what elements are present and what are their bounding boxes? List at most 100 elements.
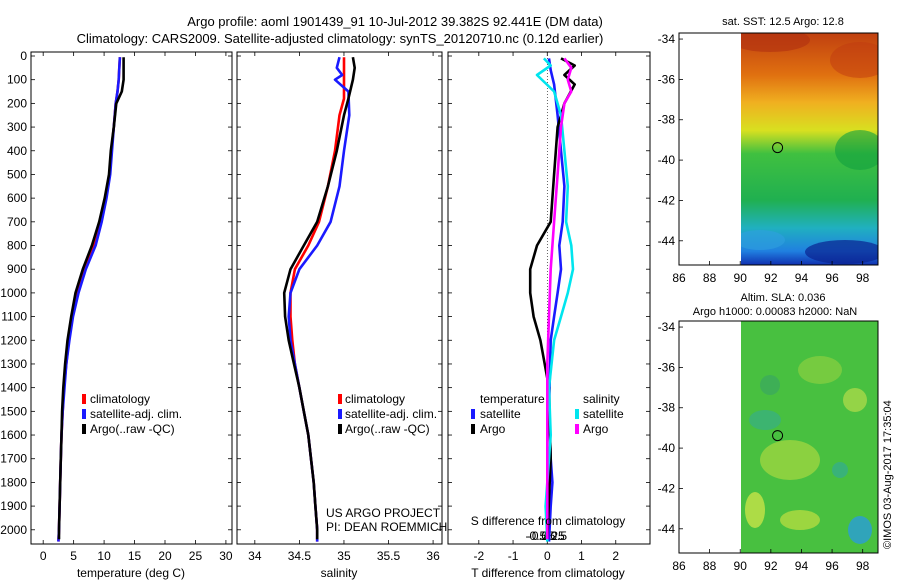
sst-warm-patch [741, 33, 810, 52]
sla-low-patch [848, 516, 872, 544]
map-x-tick-label: 86 [672, 271, 686, 285]
sla-high-patch [745, 492, 765, 528]
x-tick-label: 2 [612, 549, 619, 563]
map-x-tick-label: 96 [825, 271, 839, 285]
argo-location-marker [772, 142, 784, 154]
map-y-tick-label: -36 [658, 72, 676, 86]
legend-swatch-climatology [338, 394, 342, 404]
map-y-tick-label: -40 [658, 153, 676, 167]
salinity-legend: climatology satellite-adj. clim. Argo(..… [326, 392, 447, 534]
legend-swatch-argo [338, 424, 342, 434]
x-tick-label: 1 [578, 549, 585, 563]
temperature-panel-frame [30, 51, 233, 545]
depth-tick-label: 1800 [0, 475, 27, 489]
x-tick-label: 25 [189, 549, 203, 563]
legend-label-argo: Argo(..raw -QC) [345, 422, 430, 436]
depth-tick-label: 1400 [0, 381, 27, 395]
sst-cold-patch [805, 240, 878, 264]
x-tick-label: 0 [40, 549, 47, 563]
series-line-satellite-adj-clim- [57, 57, 122, 542]
sst-cool-patch [835, 130, 878, 170]
sla-high-patch [843, 388, 867, 412]
x-tick-label: 34.5 [288, 549, 312, 563]
map-y-tick-label: -42 [658, 193, 676, 207]
sla-low-patch [832, 462, 848, 478]
imos-credit: ©IMOS 03-Aug-2017 17:35:04 [882, 400, 894, 549]
salinity-panel-frame [236, 51, 443, 545]
map-x-tick-label: 86 [672, 559, 686, 573]
x-tick-label: 36 [426, 549, 440, 563]
x-tick-label: 35 [337, 549, 351, 563]
sst-heatmap [741, 33, 878, 265]
project-annotation: US ARGO PROJECT [326, 506, 441, 520]
depth-tick-label: 900 [7, 262, 27, 276]
sla-map-axes: 86 88 90 92 94 96 98 -34 -36 -38 -40 -42 -44 [658, 320, 870, 573]
map-y-tick-label: -34 [658, 320, 676, 334]
sla-map-title-line2: Argo h1000: 0.00083 h2000: NaN [693, 306, 858, 318]
legend-swatch-satellite [338, 409, 342, 419]
sla-low-patch [760, 375, 780, 395]
x-tick-label: 30 [219, 549, 233, 563]
map-y-tick-label: -42 [658, 481, 676, 495]
sla-map-frame [678, 320, 879, 554]
temperature-legend: climatology satellite-adj. clim. Argo(..… [82, 392, 182, 436]
figure-title-line1: Argo profile: aoml 1901439_91 10-Jul-201… [187, 14, 603, 29]
legend-label-t-argo: Argo [480, 422, 506, 436]
map-x-tick-label: 94 [795, 271, 809, 285]
depth-tick-label: 1200 [0, 333, 27, 347]
legend-swatch-t-argo [471, 424, 475, 434]
temperature-lines [57, 57, 125, 542]
map-y-tick-label: -44 [658, 522, 676, 536]
depth-tick-label: 800 [7, 239, 27, 253]
x-tick-label: 20 [158, 549, 172, 563]
difference-top-xlabel: S difference from climatology [471, 514, 626, 528]
legend-title-temperature: temperature [480, 392, 545, 406]
depth-tick-label: 1300 [0, 357, 27, 371]
series-line-climatology [289, 57, 346, 542]
sla-high-patch [780, 510, 820, 530]
map-x-tick-label: 98 [856, 559, 870, 573]
depth-tick-label: 1500 [0, 404, 27, 418]
salinity-xlabel: salinity [321, 566, 358, 580]
temperature-xlabel: temperature (deg C) [77, 566, 185, 580]
depth-tick-label: 400 [7, 144, 27, 158]
depth-tick-label: 300 [7, 120, 27, 134]
sla-high-patch [798, 356, 842, 384]
difference-lines [528, 57, 577, 542]
map-x-tick-label: 96 [825, 559, 839, 573]
legend-label-s-argo: Argo [583, 422, 609, 436]
pi-annotation: PI: DEAN ROEMMICH [326, 520, 447, 534]
x-tick-label: 15 [128, 549, 142, 563]
sla-high-patch [760, 440, 820, 480]
depth-axis: 0 100 200 300 400 500 600 700 800 900 1000 1100 1200… [0, 49, 27, 537]
map-x-tick-label: 94 [795, 559, 809, 573]
map-x-tick-label: 90 [734, 559, 748, 573]
depth-tick-label: 1900 [0, 499, 27, 513]
depth-tick-label: 1100 [1, 310, 27, 324]
x-tick-label: -2 [473, 549, 484, 563]
legend-label-argo: Argo(..raw -QC) [90, 422, 175, 436]
legend-label-s-satellite: satellite [583, 407, 624, 421]
depth-tick-label: 0 [20, 49, 27, 63]
legend-swatch-s-argo [575, 424, 579, 434]
map-x-tick-label: 88 [703, 271, 717, 285]
legend-label-satellite: satellite-adj. clim. [345, 407, 437, 421]
map-x-tick-label: 92 [764, 559, 778, 573]
legend-label-climatology: climatology [345, 392, 405, 406]
map-y-tick-label: -38 [658, 401, 676, 415]
x-tick-label: 35.5 [377, 549, 401, 563]
top-x-tick-label: 0.5 [550, 529, 567, 543]
sst-map-axes: 86 88 90 92 94 96 98 -34 -36 -38 -40 -42 -44 [658, 32, 870, 285]
difference-legend: temperature salinity satellite Argo sate… [471, 392, 624, 436]
x-tick-label: 10 [97, 549, 111, 563]
series-line-salinity-satellite [535, 57, 575, 542]
map-y-tick-label: -34 [658, 32, 676, 46]
difference-panel-frame [447, 51, 651, 545]
map-x-tick-label: 92 [764, 271, 778, 285]
x-tick-label: 5 [70, 549, 77, 563]
temperature-axis: 0 5 10 15 20 25 30 [31, 52, 233, 563]
sst-map-title: sat. SST: 12.5 Argo: 12.8 [722, 16, 844, 28]
figure-title-line2: Climatology: CARS2009. Satellite-adjuste… [77, 31, 604, 46]
depth-tick-label: 1600 [0, 428, 27, 442]
depth-tick-label: 1700 [0, 452, 27, 466]
